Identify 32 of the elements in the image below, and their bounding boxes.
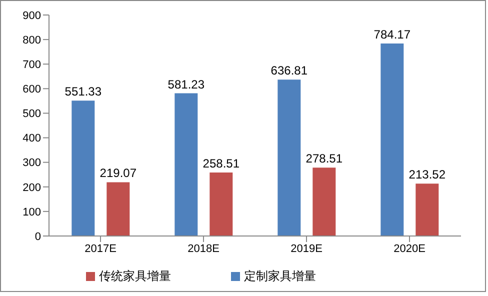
x-tick-label: 2019E bbox=[290, 242, 322, 255]
bar bbox=[106, 182, 130, 236]
y-tick-label: 100 bbox=[22, 206, 41, 218]
data-label: 258.51 bbox=[202, 156, 240, 171]
bar bbox=[210, 172, 233, 236]
data-label: 213.52 bbox=[408, 168, 446, 182]
y-tick-label: 200 bbox=[22, 182, 41, 194]
x-tick-label: 2018E bbox=[188, 242, 220, 255]
y-tick-label: 400 bbox=[22, 132, 41, 145]
y-tick-label: 300 bbox=[22, 157, 41, 170]
legend-label: 传统家具增量 bbox=[99, 269, 171, 283]
y-tick-label: 0 bbox=[34, 230, 41, 243]
y-tick-label: 900 bbox=[22, 10, 41, 22]
legend-label: 定制家具增量 bbox=[244, 269, 316, 283]
bar bbox=[174, 93, 198, 236]
y-tick-label: 500 bbox=[22, 108, 41, 120]
x-tick-label: 2017E bbox=[84, 242, 116, 255]
y-tick-label: 700 bbox=[22, 59, 41, 72]
data-label: 278.51 bbox=[306, 152, 343, 166]
bar bbox=[416, 184, 439, 236]
bar bbox=[312, 168, 336, 236]
data-label: 581.23 bbox=[168, 77, 205, 92]
bar bbox=[72, 100, 95, 236]
y-tick-label: 800 bbox=[22, 34, 41, 46]
data-label: 219.07 bbox=[100, 166, 137, 180]
bar bbox=[278, 80, 301, 236]
y-tick-label: 600 bbox=[22, 84, 41, 96]
bar bbox=[380, 43, 404, 236]
data-label: 636.81 bbox=[270, 64, 308, 78]
data-label: 551.33 bbox=[64, 84, 102, 99]
data-label: 784.17 bbox=[374, 27, 411, 42]
x-tick-label: 2020E bbox=[394, 242, 426, 255]
